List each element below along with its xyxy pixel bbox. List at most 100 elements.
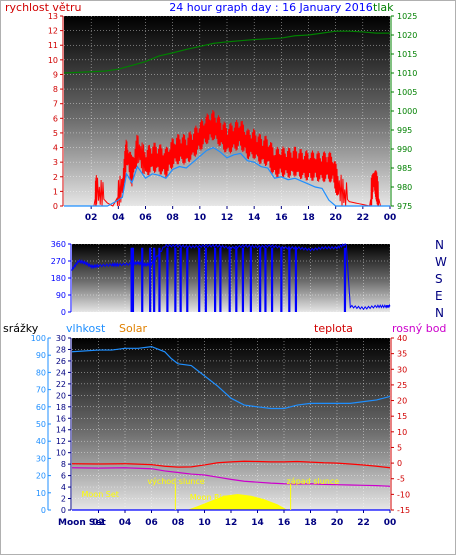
wind-tick-label: 13 [48,12,58,21]
chart-title: 24 hour graph day : 16 January 2016 [169,1,373,14]
wind-tick-label: 10 [48,56,58,65]
time-tick-label: 10 [194,213,207,223]
time-tick-label: 12 [221,213,234,223]
rain-tick-label: 20 [56,391,66,400]
rain-tick-label: 12 [56,437,66,446]
temperature-time-ticks: 02 04 06 08 10 12 14 16 18 20 22 00 [92,510,396,528]
pressure-tick-label: 990 [397,145,412,154]
wind-series [63,30,390,207]
rain-tick-label: 30 [56,334,66,343]
rain-tick-label: 4 [61,483,66,492]
direction-series [71,243,391,312]
temperature-tick-label: -5 [397,475,405,484]
time-tick-label: 18 [304,518,317,528]
pressure-tick-label: 1010 [397,69,417,78]
temperature-tick-label: 10 [397,428,407,437]
pressure-tick-label: 980 [397,183,412,192]
compass-letter: E [435,289,443,303]
direction-tick-label: 270 [51,257,66,266]
rain-tick-label: 18 [56,403,66,412]
dewpoint-line [71,467,391,487]
temperature-plot-area [72,338,390,510]
time-tick-label: 08 [172,518,185,528]
wind-average-line [64,146,390,207]
temperature-tick-label: 35 [397,350,407,359]
wind-tick-label: 4 [53,144,58,153]
temperature-humidity-chart: srážky vlhkost Solar teplota rosný bod 0… [3,322,446,528]
temperature-tick-label: 15 [397,412,407,421]
wind-gust-line [64,109,390,207]
direction-axis-ticks: 0 90 180 270 360 [51,240,72,317]
wind-pressure-chart: rychlost větru 24 hour graph day : 16 Ja… [5,1,417,223]
temperature-line [71,460,391,469]
event-label: západ slunce [287,477,340,486]
wind-tick-label: 0 [53,202,58,211]
direction-tick-label: 0 [61,308,66,317]
time-tick-label: 22 [357,213,370,223]
time-tick-label: 00 [384,213,397,223]
wind-tick-label: 8 [53,85,58,94]
direction-tick-label: 180 [51,274,66,283]
wind-time-ticks: 02 04 06 08 10 12 14 16 18 20 22 00 [85,206,396,223]
humidity-tick-label: 80 [36,368,46,377]
humidity-tick-label: 10 [36,489,46,498]
rain-tick-label: 26 [56,357,66,366]
compass-letter: N [435,238,444,252]
pressure-label: tlak [373,1,394,14]
humidity-line [71,345,391,410]
rain-tick-label: 10 [56,449,66,458]
rain-tick-label: 6 [61,472,66,481]
pressure-tick-label: 1015 [397,50,417,59]
humidity-tick-label: 70 [36,386,46,395]
direction-plot-grid [72,243,391,313]
temperature-tick-label: -10 [397,490,410,499]
direction-tick-label: 90 [56,291,66,300]
time-tick-label: 16 [275,213,288,223]
time-tick-label: 14 [248,213,261,223]
temperature-tick-label: 40 [397,334,407,343]
time-tick-label: 02 [85,213,98,223]
time-tick-label: 14 [251,518,264,528]
time-tick-label: 22 [357,518,370,528]
temperature-legend-label: teplota [314,322,353,335]
pressure-line [63,30,390,74]
rain-tick-label: 0 [61,506,66,515]
compass-letter: N [435,306,444,320]
pressure-tick-label: 995 [397,126,412,135]
rain-tick-label: 28 [56,345,66,354]
temperature-tick-label: 20 [397,397,407,406]
pressure-tick-label: 1005 [397,88,417,97]
time-tick-label: 20 [331,518,344,528]
humidity-tick-label: 50 [36,420,46,429]
time-tick-label: 02 [92,518,105,528]
rain-tick-label: 16 [56,414,66,423]
humidity-axis-ticks: 0 10 20 30 40 50 60 70 80 90 100 [31,334,51,515]
compass-letter: S [435,272,443,286]
direction-line [71,243,391,311]
rain-tick-label: 8 [61,460,66,469]
time-tick-label: 06 [145,518,158,528]
humidity-tick-label: 100 [31,334,46,343]
pressure-tick-label: 985 [397,164,412,173]
humidity-tick-label: 40 [36,437,46,446]
wind-tick-label: 9 [53,70,58,79]
time-tick-label: 10 [198,518,211,528]
wind-tick-label: 1 [53,187,58,196]
rain-tick-label: 14 [56,426,66,435]
rain-legend-label: srážky [3,322,39,335]
time-tick-label: 12 [225,518,238,528]
temperature-tick-label: 0 [397,459,402,468]
compass-letter: W [435,255,447,269]
pressure-tick-label: 1000 [397,107,417,116]
moon-set-x-label: Moon Set [58,518,106,528]
event-label: Moon Rise [190,493,231,502]
wind-tick-label: 5 [53,129,58,138]
event-label: Moon Set [82,490,119,499]
time-tick-label: 18 [302,213,315,223]
solar-area [188,494,289,511]
wind-tick-label: 6 [53,114,58,123]
